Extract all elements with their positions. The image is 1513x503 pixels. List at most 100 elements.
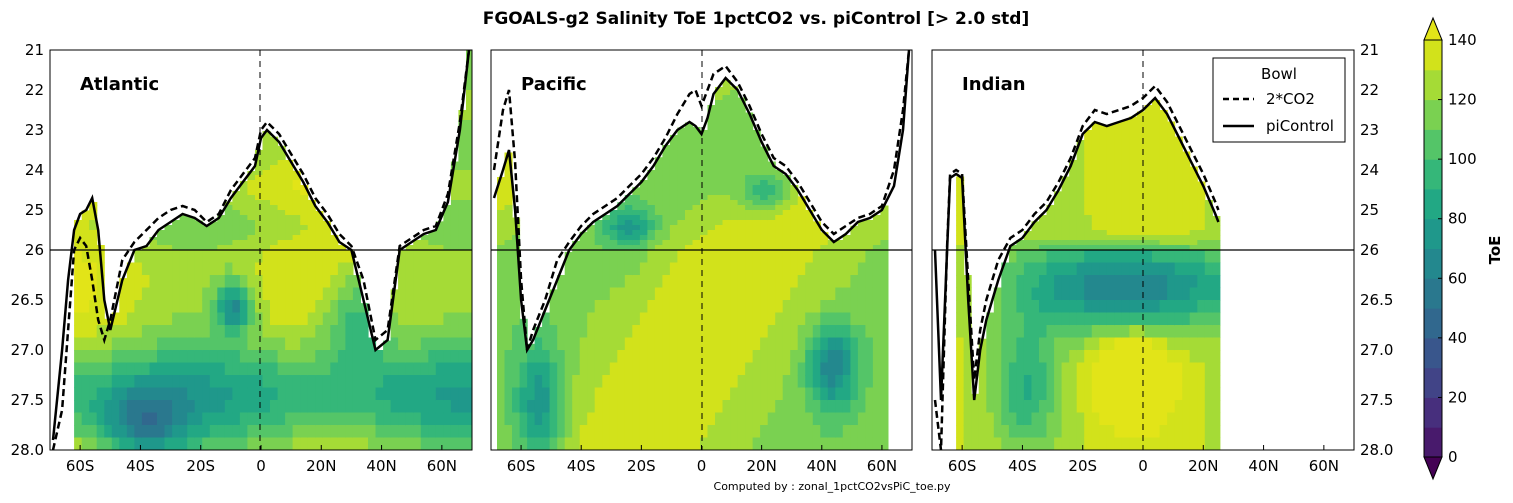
- toe-cell: [737, 215, 746, 221]
- toe-cell: [1137, 205, 1146, 211]
- toe-cell: [119, 300, 128, 314]
- toe-cell: [1174, 220, 1183, 226]
- toe-cell: [602, 437, 611, 450]
- toe-cell: [413, 375, 422, 389]
- toe-cell: [1054, 230, 1063, 236]
- toe-cell: [1137, 210, 1146, 216]
- toe-cell: [594, 412, 603, 426]
- toe-cell: [1069, 170, 1078, 176]
- toe-cell: [512, 325, 521, 339]
- toe-cell: [315, 400, 324, 414]
- toe-cell: [1091, 155, 1100, 161]
- toe-cell: [1204, 215, 1213, 221]
- toe-cell: [300, 350, 309, 364]
- toe-cell: [1061, 262, 1070, 276]
- toe-cell: [1189, 180, 1198, 186]
- toe-cell: [172, 312, 181, 326]
- toe-cell: [1121, 425, 1130, 439]
- toe-cell: [1129, 175, 1138, 181]
- toe-cell: [752, 245, 761, 251]
- toe-cell: [164, 250, 173, 264]
- toe-cell: [270, 325, 279, 339]
- toe-cell: [1069, 312, 1078, 326]
- toe-cell: [300, 185, 309, 191]
- toe-cell: [1106, 180, 1115, 186]
- toe-cell: [1144, 185, 1153, 191]
- toe-cell: [730, 195, 739, 201]
- toe-cell: [542, 350, 551, 364]
- toe-cell: [504, 325, 513, 339]
- toe-cell: [1197, 245, 1206, 251]
- toe-cell: [89, 437, 98, 450]
- toe-cell: [322, 412, 331, 426]
- toe-cell: [239, 425, 248, 439]
- toe-cell: [375, 425, 384, 439]
- toe-cell: [239, 220, 248, 226]
- toe-cell: [654, 375, 663, 389]
- toe-cell: [775, 275, 784, 289]
- toe-cell: [1189, 245, 1198, 251]
- toe-cell: [1076, 230, 1085, 236]
- toe-cell: [1167, 185, 1176, 191]
- toe-cell: [141, 262, 150, 276]
- toe-cell: [255, 362, 264, 376]
- toe-cell: [285, 180, 294, 186]
- toe-cell: [715, 250, 724, 264]
- toe-cell: [1189, 225, 1198, 231]
- toe-cell: [1167, 175, 1176, 181]
- toe-cell: [865, 312, 874, 326]
- toe-cell: [443, 400, 452, 414]
- toe-cell: [1159, 337, 1168, 351]
- toe-cell: [1114, 235, 1123, 241]
- toe-cell: [209, 240, 218, 246]
- toe-cell: [639, 235, 648, 241]
- toe-cell: [730, 400, 739, 414]
- toe-cell: [752, 312, 761, 326]
- toe-cell: [1197, 437, 1206, 450]
- toe-cell: [662, 225, 671, 231]
- toe-cell: [587, 362, 596, 376]
- toe-cell: [880, 362, 889, 376]
- toe-cell: [857, 240, 866, 246]
- toe-cell: [1167, 325, 1176, 339]
- toe-cell: [1144, 412, 1153, 426]
- toe-cell: [557, 387, 566, 401]
- toe-cell: [255, 275, 264, 289]
- toe-cell: [1137, 185, 1146, 191]
- toe-cell: [745, 235, 754, 241]
- toe-cell: [707, 130, 716, 136]
- toe-cell: [752, 287, 761, 301]
- toe-cell: [1144, 287, 1153, 301]
- toe-cell: [564, 325, 573, 339]
- toe-cell: [368, 425, 377, 439]
- y-tick-label: 25: [25, 201, 44, 219]
- toe-cell: [307, 275, 316, 289]
- toe-cell: [81, 235, 90, 241]
- toe-cell: [654, 362, 663, 376]
- toe-cell: [194, 240, 203, 246]
- toe-cell: [1129, 135, 1138, 141]
- toe-cell: [978, 400, 987, 414]
- toe-cell: [300, 195, 309, 201]
- toe-cell: [827, 350, 836, 364]
- toe-cell: [1189, 337, 1198, 351]
- toe-cell: [534, 362, 543, 376]
- toe-cell: [722, 85, 731, 91]
- toe-cell: [179, 425, 188, 439]
- toe-cell: [1076, 155, 1085, 161]
- toe-cell: [715, 90, 724, 96]
- toe-cell: [1121, 287, 1130, 301]
- toe-cell: [1091, 205, 1100, 211]
- toe-cell: [247, 387, 256, 401]
- toe-cell: [1039, 275, 1048, 289]
- toe-cell: [737, 220, 746, 226]
- toe-cell: [842, 300, 851, 314]
- toe-cell: [677, 140, 686, 146]
- toe-cell: [420, 375, 429, 389]
- toe-cell: [700, 225, 709, 231]
- toe-cell: [232, 300, 241, 314]
- toe-cell: [1159, 412, 1168, 426]
- toe-cell: [270, 215, 279, 221]
- toe-cell: [458, 190, 467, 196]
- toe-cell: [790, 425, 799, 439]
